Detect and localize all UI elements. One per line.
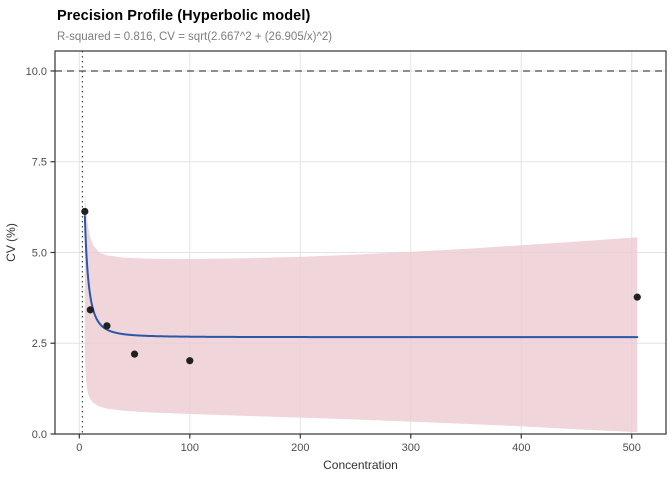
data-point: [86, 306, 94, 314]
x-axis-tick-label: 200: [291, 442, 309, 454]
x-axis-tick-label: 400: [512, 442, 530, 454]
confidence-ribbon: [84, 190, 638, 433]
fit-line: [83, 214, 639, 339]
x-axis-tick-label: 100: [181, 442, 199, 454]
y-axis-tick-label: 0.0: [32, 429, 47, 441]
y-axis-tick-label: 5.0: [32, 247, 47, 259]
data-point: [633, 293, 641, 301]
panel-border: [54, 50, 667, 435]
y-axis-tick-label: 10.0: [26, 66, 47, 78]
y-axis-title: CV (%): [4, 223, 18, 262]
data-point: [81, 207, 89, 216]
y-axis-tick-label: 2.5: [32, 338, 47, 350]
y-axis-tick-label: 7.5: [32, 157, 47, 169]
x-axis-title: Concentration: [323, 458, 398, 472]
x-axis-tick-label: 300: [402, 442, 420, 454]
chart-title: Precision Profile (Hyperbolic model): [57, 8, 311, 24]
data-point: [130, 350, 139, 358]
data-point: [186, 357, 194, 365]
x-axis-tick-label: 0: [76, 442, 82, 454]
x-axis-tick-label: 500: [623, 442, 641, 454]
chart-subtitle: R-squared = 0.816, CV = sqrt(2.667^2 + (…: [57, 31, 333, 43]
data-point: [103, 322, 111, 330]
